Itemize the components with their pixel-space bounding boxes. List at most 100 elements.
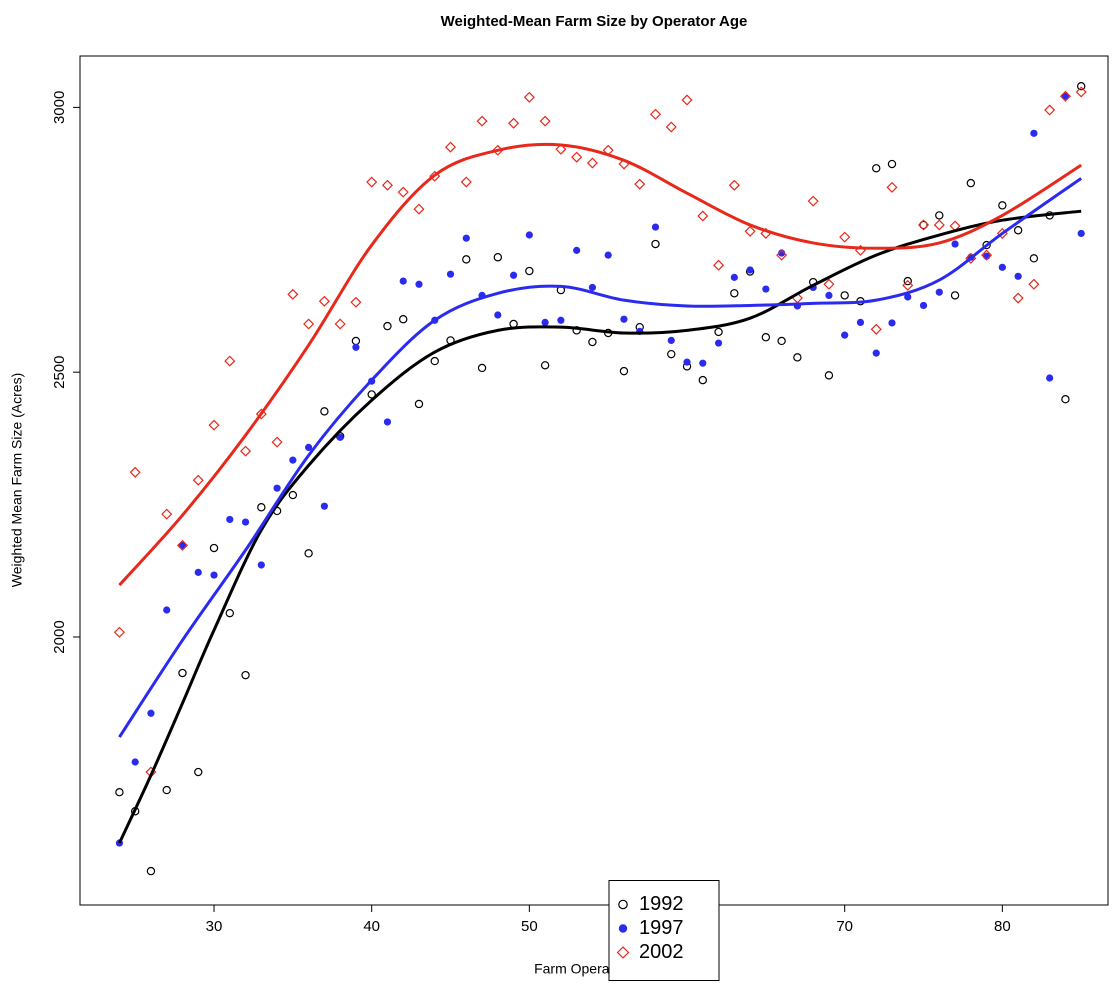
chart-title: Weighted-Mean Farm Size by Operator Age	[441, 13, 748, 30]
point	[257, 503, 266, 512]
point	[761, 333, 771, 342]
point	[289, 456, 297, 464]
point	[571, 151, 583, 163]
point	[176, 539, 189, 551]
point	[824, 371, 834, 380]
point	[460, 176, 472, 188]
point	[919, 301, 928, 310]
point	[762, 285, 770, 293]
point	[334, 318, 346, 330]
legend-marker	[616, 946, 630, 959]
point	[713, 259, 725, 271]
point	[399, 315, 408, 324]
point	[793, 353, 802, 362]
point	[856, 318, 865, 327]
point	[541, 318, 549, 327]
point	[902, 279, 914, 291]
point	[699, 359, 707, 367]
point	[1014, 272, 1022, 280]
x-tick-label: 80	[994, 918, 1011, 935]
point	[1028, 278, 1040, 290]
point	[998, 263, 1006, 271]
y-tick-label: 2000	[51, 620, 68, 653]
point	[746, 266, 754, 274]
point	[667, 336, 675, 345]
x-tick-label: 50	[521, 918, 538, 935]
point	[494, 311, 502, 319]
point	[919, 220, 928, 230]
point	[935, 288, 943, 296]
point	[950, 291, 960, 300]
point	[194, 568, 202, 576]
point	[681, 94, 693, 106]
legend-label: 2002	[639, 941, 684, 963]
point	[163, 606, 171, 614]
point	[887, 159, 897, 169]
point	[728, 179, 740, 191]
point	[649, 108, 662, 120]
point	[462, 234, 470, 242]
point	[604, 251, 612, 259]
point	[714, 327, 723, 337]
point	[209, 543, 219, 553]
x-tick-label: 40	[363, 918, 380, 935]
point	[825, 291, 833, 299]
point	[525, 266, 534, 276]
point	[935, 211, 944, 220]
point	[415, 280, 423, 288]
point	[509, 271, 518, 279]
point	[1061, 92, 1070, 100]
point	[651, 239, 660, 249]
point	[508, 117, 520, 129]
legend-label: 1992	[639, 893, 684, 915]
point	[240, 445, 252, 457]
point	[744, 225, 756, 237]
point	[540, 361, 550, 370]
point	[446, 270, 455, 278]
point	[730, 289, 739, 298]
point	[588, 337, 597, 347]
point	[161, 508, 173, 520]
smooth-line	[118, 177, 1083, 738]
point	[257, 561, 265, 569]
point	[1075, 86, 1087, 98]
x-tick-label: 70	[836, 918, 853, 935]
point	[336, 433, 344, 441]
point	[966, 178, 976, 188]
point	[1044, 104, 1056, 116]
point	[462, 255, 471, 264]
point	[651, 223, 660, 231]
point	[271, 436, 283, 448]
point	[683, 358, 691, 366]
point	[523, 91, 535, 103]
point	[414, 399, 424, 409]
point	[115, 787, 124, 797]
point	[430, 356, 439, 366]
x-tick-label: 30	[206, 918, 223, 935]
point	[872, 349, 880, 357]
point	[367, 390, 376, 399]
point	[555, 143, 567, 155]
point	[667, 349, 676, 359]
point	[147, 709, 155, 717]
point	[778, 249, 786, 257]
point	[381, 179, 393, 191]
point	[730, 273, 738, 281]
point	[320, 407, 329, 416]
point	[1059, 90, 1071, 102]
point	[588, 283, 597, 292]
point	[776, 249, 788, 261]
point	[444, 141, 457, 153]
point	[131, 758, 139, 766]
point	[351, 336, 361, 346]
point	[399, 277, 407, 285]
point	[210, 571, 218, 579]
y-tick-label: 2500	[51, 356, 68, 389]
point	[998, 201, 1007, 210]
point	[366, 176, 378, 188]
y-tick-label: 3000	[51, 91, 68, 124]
smooth-line	[118, 142, 1083, 587]
point	[208, 419, 220, 431]
point	[194, 767, 203, 777]
